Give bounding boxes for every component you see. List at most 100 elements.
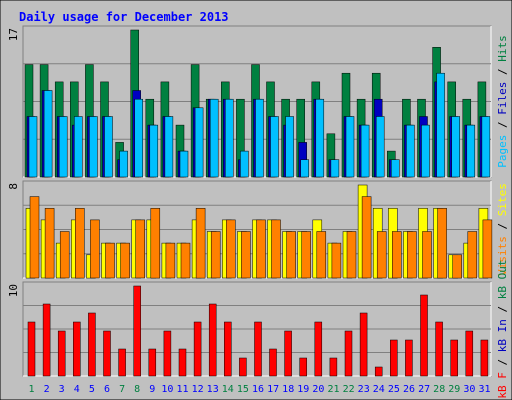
bar-middle-sites-day-15	[241, 231, 251, 279]
bar-middle-sites-day-30	[467, 231, 478, 279]
bar-middle-sites-day-11	[180, 242, 191, 279]
bar-top-pages-day-13	[209, 98, 219, 178]
x-tick-label-29: 29	[448, 384, 460, 395]
bar-top-pages-day-14	[225, 98, 234, 178]
x-tick-label-28: 28	[433, 384, 445, 395]
bar-top-pages-day-12	[194, 107, 204, 178]
y-max-label-bottom: 10	[7, 284, 20, 297]
bar-middle-sites-day-27	[422, 231, 432, 279]
bar-middle-sites-day-7	[120, 242, 130, 279]
bar-bottom-kbytes-day-10	[163, 330, 172, 377]
bar-middle-sites-day-12	[195, 208, 206, 279]
bar-top-pages-day-21	[330, 159, 340, 178]
bar-middle-sites-day-29	[452, 254, 462, 279]
legend-item-kb-f: kB F	[496, 372, 509, 399]
bar-top-pages-day-31	[481, 116, 491, 178]
bar-middle-sites-day-20	[316, 231, 327, 279]
bar-middle-sites-day-3	[59, 231, 70, 279]
bar-middle-sites-day-26	[407, 231, 417, 279]
bar-bottom-kbytes-day-11	[178, 348, 187, 377]
bar-top-pages-day-29	[451, 116, 460, 178]
x-tick-label-19: 19	[297, 384, 309, 395]
bar-top-pages-day-9	[149, 124, 159, 178]
bar-bottom-kbytes-day-29	[450, 339, 458, 377]
bar-middle-sites-day-1	[29, 196, 40, 279]
bar-top-pages-day-2	[43, 90, 53, 178]
legend-item-visits: Visits	[496, 236, 509, 276]
bar-bottom-kbytes-day-26	[405, 339, 413, 377]
bar-middle-sites-day-23	[361, 196, 372, 279]
bar-top-pages-day-7	[119, 150, 128, 178]
bar-bottom-kbytes-day-28	[435, 321, 443, 377]
bar-top-pages-day-3	[58, 116, 68, 178]
x-tick-label-16: 16	[252, 384, 264, 395]
bar-top-pages-day-5	[89, 116, 98, 178]
legend-item-kb-in: kB In	[496, 319, 509, 352]
bar-top-pages-day-24	[375, 116, 385, 178]
bar-top-pages-day-18	[285, 116, 294, 178]
bar-top-pages-day-15	[240, 150, 249, 178]
bar-bottom-kbytes-day-6	[103, 330, 111, 377]
x-tick-label-31: 31	[478, 384, 490, 395]
bar-bottom-kbytes-day-12	[193, 321, 202, 377]
bar-middle-sites-day-17	[271, 219, 281, 279]
bar-top-pages-day-30	[466, 124, 476, 178]
x-tick-label-1: 1	[28, 384, 34, 395]
bar-bottom-kbytes-day-7	[118, 348, 126, 377]
bar-middle-sites-day-14	[226, 219, 236, 279]
x-tick-label-18: 18	[282, 384, 294, 395]
bar-middle-sites-day-5	[90, 219, 100, 279]
bar-middle-sites-day-10	[165, 242, 176, 279]
bar-top-pages-day-11	[179, 150, 189, 178]
bar-bottom-kbytes-day-9	[148, 348, 157, 377]
bar-top-pages-day-20	[315, 98, 325, 178]
bar-bottom-kbytes-day-2	[42, 303, 51, 377]
bar-top-pages-day-10	[164, 116, 174, 178]
x-tick-label-25: 25	[388, 384, 400, 395]
x-tick-label-6: 6	[104, 384, 110, 395]
bar-top-pages-day-16	[255, 98, 264, 178]
bar-middle-sites-day-9	[150, 208, 161, 279]
x-tick-label-21: 21	[327, 384, 339, 395]
bar-bottom-kbytes-day-8	[133, 285, 141, 377]
legend-item-files: Files	[496, 82, 509, 115]
bar-bottom-kbytes-day-16	[254, 321, 262, 377]
legend-top: Pages / Files / Hits	[496, 35, 509, 168]
bar-bottom-kbytes-day-4	[73, 321, 81, 377]
x-tick-label-7: 7	[119, 384, 125, 395]
bar-top-pages-day-25	[391, 159, 400, 178]
bar-bottom-kbytes-day-13	[208, 303, 217, 377]
bar-middle-sites-day-31	[482, 219, 493, 279]
x-tick-label-22: 22	[343, 384, 355, 395]
x-tick-label-20: 20	[312, 384, 324, 395]
y-max-label-middle: 8	[7, 183, 20, 190]
bar-top-pages-day-1	[28, 116, 38, 178]
x-tick-label-26: 26	[403, 384, 415, 395]
bar-bottom-kbytes-day-20	[314, 321, 323, 377]
bar-bottom-kbytes-day-21	[329, 357, 338, 377]
bar-top-pages-day-28	[436, 72, 445, 178]
legend-item-hits: Hits	[496, 35, 509, 62]
bar-middle-sites-day-6	[105, 242, 115, 279]
bar-bottom-kbytes-day-15	[239, 357, 247, 377]
x-tick-label-12: 12	[192, 384, 204, 395]
x-tick-label-8: 8	[134, 384, 140, 395]
x-tick-label-30: 30	[463, 384, 475, 395]
bar-top-pages-day-6	[104, 116, 113, 178]
bar-bottom-kbytes-day-23	[359, 312, 368, 377]
x-tick-label-2: 2	[44, 384, 50, 395]
x-tick-label-10: 10	[161, 384, 173, 395]
bar-bottom-kbytes-day-25	[390, 339, 398, 377]
legend-item-sites: Sites	[496, 183, 509, 216]
bar-bottom-kbytes-day-17	[269, 348, 277, 377]
bar-top-pages-day-8	[134, 98, 143, 178]
bar-middle-sites-day-16	[256, 219, 266, 279]
x-tick-label-3: 3	[59, 384, 65, 395]
bar-middle-sites-day-13	[210, 231, 221, 279]
x-tick-label-11: 11	[176, 384, 188, 395]
bar-top-pages-day-17	[270, 116, 279, 178]
bar-middle-sites-day-21	[331, 242, 342, 279]
chart-title: Daily usage for December 2013	[19, 10, 229, 24]
